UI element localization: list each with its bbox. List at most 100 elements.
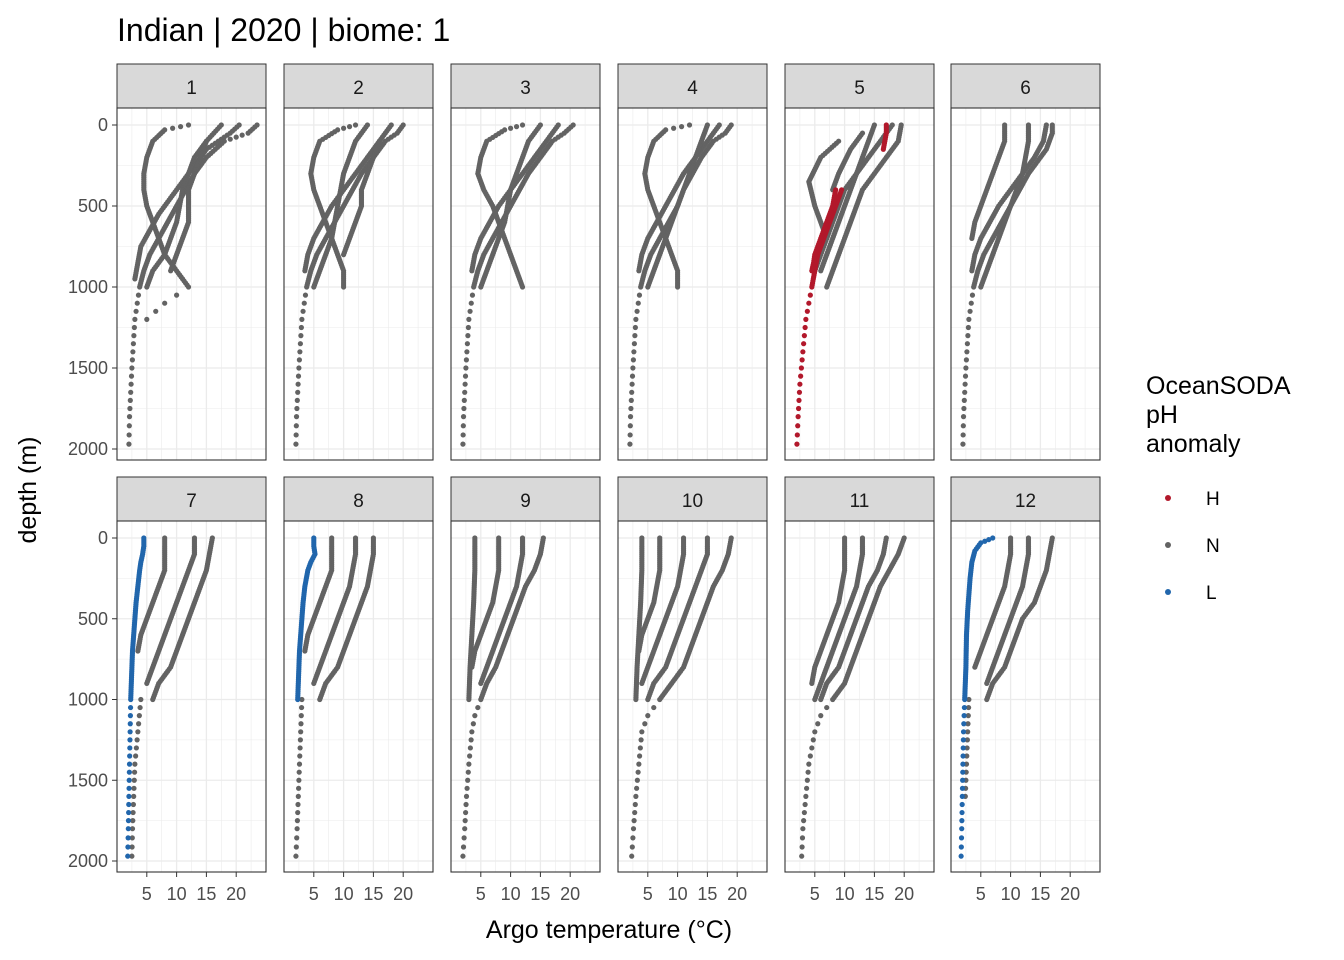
data-point [657, 696, 663, 703]
data-point [635, 769, 641, 775]
data-point [460, 441, 466, 447]
data-point [297, 349, 303, 355]
data-point [470, 721, 476, 727]
data-point [137, 284, 143, 290]
data-point [126, 777, 132, 783]
data-point [478, 696, 484, 703]
panel-grid [451, 108, 600, 460]
facet-panel-8: 8 5 10 15 20 [283, 476, 434, 904]
data-point [126, 793, 132, 800]
data-point [233, 134, 239, 140]
data-point [806, 300, 812, 306]
data-point [464, 785, 470, 791]
y-tick-label: 1500 [68, 770, 108, 790]
data-point [965, 324, 971, 331]
data-point [185, 284, 192, 290]
data-point [126, 809, 132, 816]
data-point [131, 777, 137, 783]
data-point [136, 713, 142, 719]
data-point [824, 704, 830, 711]
data-point [131, 793, 137, 800]
data-point [962, 696, 968, 703]
data-point [302, 292, 309, 298]
facet-strip [283, 63, 434, 109]
facet-strip-label: 6 [1020, 78, 1031, 99]
data-point [809, 284, 815, 290]
data-point [978, 284, 984, 290]
data-point [796, 389, 803, 395]
data-point [153, 308, 159, 314]
data-point [301, 300, 307, 306]
data-points [293, 122, 406, 447]
legend-title-line: anomaly [1146, 430, 1241, 458]
data-point [645, 713, 651, 719]
data-point [798, 365, 804, 371]
data-point [472, 713, 478, 719]
data-point [129, 365, 135, 371]
legend-label-H: H [1206, 489, 1220, 510]
data-point [460, 853, 466, 859]
facet-strip-label: 10 [682, 491, 703, 512]
data-point [463, 365, 469, 371]
data-point [293, 423, 299, 429]
facet-panel-5: 5 [784, 63, 935, 461]
x-tick-label: 20 [894, 884, 914, 904]
data-point [295, 381, 301, 387]
y-tick-label: 1500 [68, 358, 108, 378]
data-point [636, 268, 642, 274]
data-point [796, 397, 802, 403]
facet-strip-label: 3 [520, 78, 531, 99]
data-point [962, 373, 969, 379]
data-point [300, 308, 306, 314]
data-point [461, 835, 467, 841]
data-point [969, 292, 976, 298]
data-point [961, 713, 967, 719]
data-point [968, 300, 974, 306]
data-point [467, 753, 473, 759]
data-point [126, 769, 132, 775]
data-point [629, 381, 635, 387]
data-point [633, 793, 639, 800]
data-point [136, 721, 142, 727]
data-point [969, 268, 975, 274]
data-point [675, 284, 681, 290]
data-point [959, 826, 965, 832]
data-point [465, 333, 471, 339]
data-point [984, 680, 990, 686]
data-point [467, 308, 473, 314]
data-point [128, 373, 135, 379]
data-point [630, 365, 636, 371]
data-point [634, 308, 640, 314]
data-point [128, 696, 134, 703]
data-point [126, 761, 133, 767]
data-point [245, 130, 251, 136]
data-point [463, 801, 469, 808]
legend-title-line: OceanSODA [1146, 372, 1291, 400]
data-point [639, 680, 645, 686]
data-point [311, 680, 317, 686]
data-point [460, 423, 466, 429]
data-point [132, 761, 138, 767]
data-point [972, 664, 978, 670]
facet-panel-3: 3 [450, 63, 601, 461]
y-tick-label: 500 [78, 196, 108, 216]
data-point [795, 423, 801, 429]
data-point [830, 696, 836, 703]
data-point [627, 441, 633, 447]
data-point [297, 737, 303, 743]
data-point [296, 777, 302, 783]
data-point [959, 818, 965, 824]
data-point [812, 696, 818, 703]
data-point [126, 423, 132, 429]
x-tick-label: 10 [501, 884, 521, 904]
data-points [794, 122, 904, 447]
data-point [293, 844, 299, 850]
y-tick-label: 1000 [68, 277, 108, 297]
data-point [508, 125, 514, 131]
data-point [462, 373, 469, 379]
data-point [132, 276, 138, 282]
legend-key-H [1165, 495, 1171, 501]
data-point [317, 696, 323, 703]
